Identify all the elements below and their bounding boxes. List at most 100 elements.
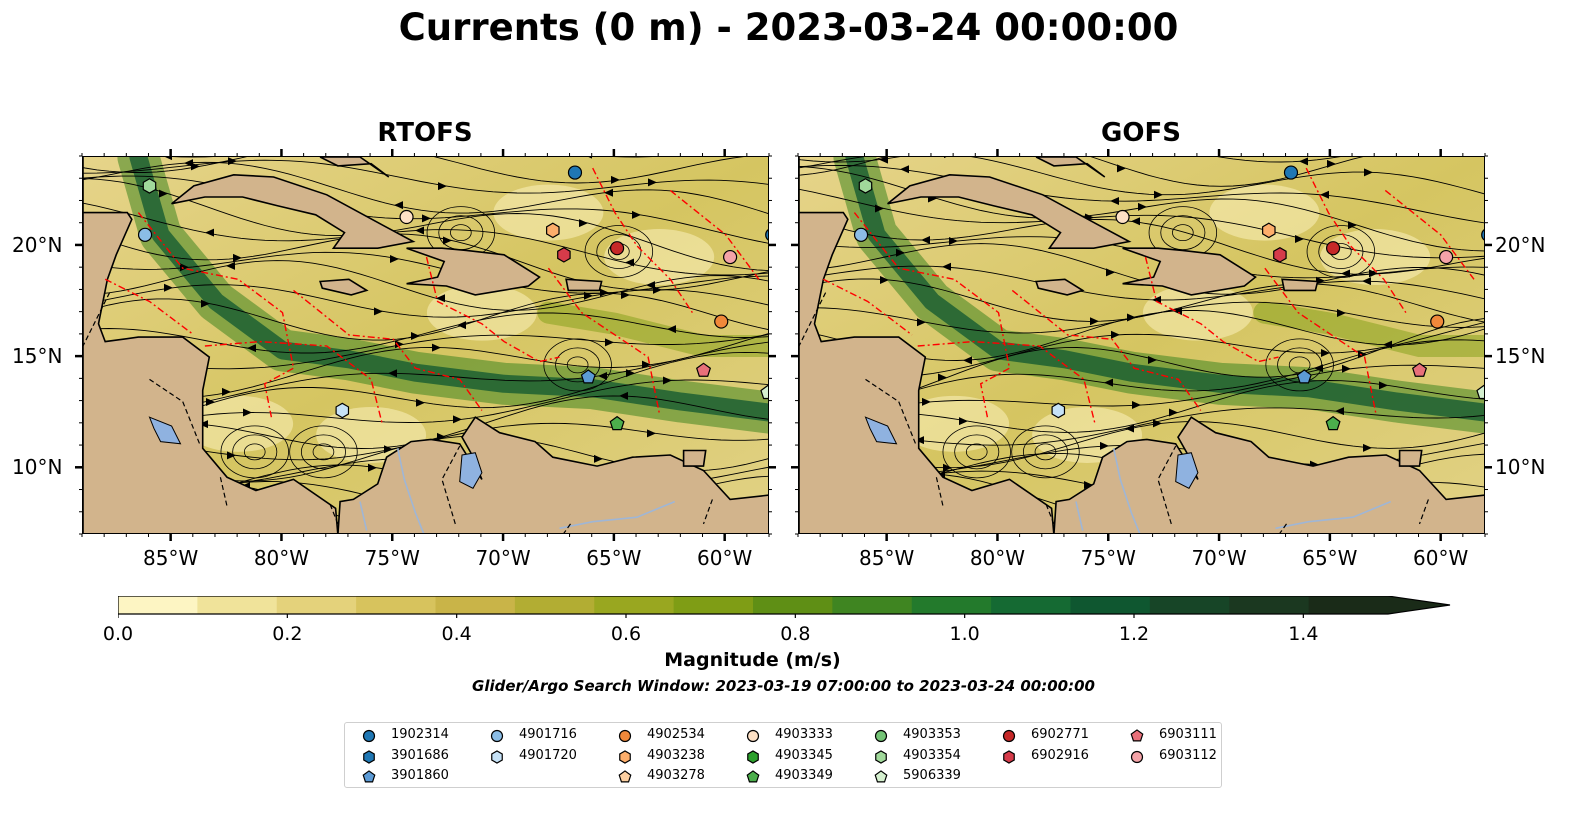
lon-tick-label: 75°W xyxy=(364,546,420,570)
eez-line xyxy=(853,212,1011,418)
streamline-arrow xyxy=(1154,190,1163,199)
river xyxy=(559,500,676,530)
streamline-arrow xyxy=(164,283,173,292)
legend-label: 6902916 xyxy=(1031,747,1089,763)
eddy-contour xyxy=(965,443,988,461)
eez-line xyxy=(1384,189,1475,280)
colorbar-bin xyxy=(991,596,1071,614)
streamline xyxy=(83,292,768,341)
land-hispaniola xyxy=(1122,247,1257,296)
legend-marker xyxy=(363,749,375,764)
streamline-arrow xyxy=(1335,407,1344,416)
eddy-contour xyxy=(954,434,1000,470)
eddy-contour xyxy=(942,425,1011,479)
eddy-contour xyxy=(450,224,472,241)
eddy-contour xyxy=(1011,425,1080,479)
colorbar-bin xyxy=(118,596,198,614)
streamline-arrow xyxy=(457,321,466,330)
streamline-arrow xyxy=(416,398,425,407)
gofs-map xyxy=(798,156,1485,534)
country-border xyxy=(219,477,228,507)
streamline-arrow xyxy=(632,210,641,219)
streamline-arrow xyxy=(388,369,397,378)
float-marker-4903354 xyxy=(142,178,157,194)
streamline xyxy=(83,312,768,354)
legend-marker xyxy=(491,749,503,764)
legend-marker xyxy=(1130,750,1144,763)
streamline xyxy=(799,157,1364,187)
legend-marker xyxy=(362,729,376,743)
streamline-arrow xyxy=(621,290,630,299)
streamline-arrow xyxy=(1295,235,1304,244)
lake-nicaragua xyxy=(864,416,898,445)
streamline xyxy=(799,166,1484,252)
lon-tick-label: 70°W xyxy=(1191,546,1247,570)
lon-tick-label: 80°W xyxy=(969,546,1026,570)
float-marker-4903238 xyxy=(1262,222,1276,239)
float-legend: 1902314 3901686 3901860 4901716 4901720 49025… xyxy=(344,722,1222,788)
streamline-arrow xyxy=(604,188,613,197)
colorbar-extend-arrow xyxy=(1388,596,1450,614)
land-jamaica xyxy=(319,278,369,296)
country-border xyxy=(1279,523,1287,533)
legend-label: 1902314 xyxy=(391,727,449,742)
streamline-arrow xyxy=(390,254,399,263)
eddy-contour xyxy=(300,434,346,470)
land-cuba xyxy=(171,173,416,249)
streamline-arrow xyxy=(201,299,210,308)
eez-line xyxy=(547,267,660,413)
streamline-arrow xyxy=(1364,168,1373,177)
colorbar-bin xyxy=(1070,596,1151,614)
streamline-arrow xyxy=(879,157,888,164)
legend-label: 6903112 xyxy=(1159,747,1217,763)
streamline-arrow xyxy=(247,344,256,353)
lon-tick-label: 60°W xyxy=(1413,546,1469,570)
streamline-arrow xyxy=(374,307,383,316)
streamline-arrow xyxy=(1106,268,1115,277)
streamline-arrow xyxy=(443,236,452,245)
eez-line xyxy=(669,189,760,280)
eez-line xyxy=(104,278,195,336)
streamline xyxy=(83,157,744,184)
streamline-arrow xyxy=(180,263,189,272)
eez-line xyxy=(592,167,693,313)
float-marker-6902916 xyxy=(1273,246,1287,263)
river xyxy=(396,448,425,533)
lat-tick-label: 15°N xyxy=(1495,344,1546,369)
eez-boundaries xyxy=(104,167,760,424)
streamline-arrow xyxy=(611,175,620,184)
streamline-arrow xyxy=(917,318,926,327)
eez-line xyxy=(137,212,295,418)
float-markers xyxy=(137,165,768,431)
colorbar-tick-label: 1.2 xyxy=(1118,623,1150,645)
colorbar-tick-label: 0.6 xyxy=(610,623,642,645)
colorbar-bin xyxy=(1149,596,1230,614)
streamline-arrow xyxy=(959,417,968,426)
legend-label: 5906339 xyxy=(903,768,961,783)
lon-tick-label: 65°W xyxy=(586,546,642,570)
colorbar-bin xyxy=(276,596,357,614)
legend-marker xyxy=(618,770,632,783)
streamline-arrow xyxy=(226,261,235,270)
streamline-arrow xyxy=(594,454,603,463)
lon-tick-label: 75°W xyxy=(1080,546,1136,570)
float-marker-4901720 xyxy=(335,402,350,419)
land-jamaica xyxy=(1035,278,1085,296)
streamline-arrow xyxy=(1363,443,1372,452)
streamline-arrow xyxy=(921,235,930,244)
streamline-arrow xyxy=(949,237,958,246)
float-marker-4901716 xyxy=(137,227,153,242)
streamline-arrow xyxy=(1321,349,1330,358)
streamline-arrow xyxy=(663,376,672,385)
streamline-arrow xyxy=(394,201,403,210)
lat-tick-label: 10°N xyxy=(12,455,63,480)
float-marker-4902534 xyxy=(1430,314,1445,329)
lon-tick-label: 60°W xyxy=(697,546,753,570)
land-bahamas xyxy=(1035,157,1106,178)
legend-label: 4903354 xyxy=(903,747,961,763)
eddy-contour xyxy=(1172,224,1194,241)
streamline xyxy=(799,301,1484,334)
streamline xyxy=(799,188,1484,259)
eez-line xyxy=(1305,167,1407,313)
lon-tick-label: 85°W xyxy=(143,546,199,570)
